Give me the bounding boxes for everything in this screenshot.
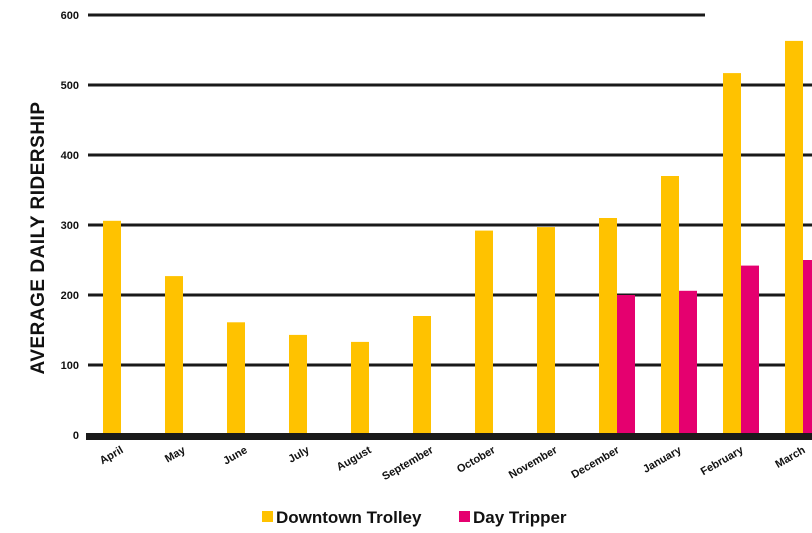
x-axis-labels: April May June July August September October No… xyxy=(98,444,808,483)
bar-day-tripper-february xyxy=(741,265,759,435)
x-tick-label-august: August xyxy=(335,444,374,474)
x-tick-label-december: December xyxy=(569,444,622,481)
bar-downtown-trolley-march xyxy=(785,40,803,436)
y-tick-label: 600 xyxy=(61,10,79,22)
bar-downtown-trolley-january xyxy=(661,176,679,435)
y-tick-label: 500 xyxy=(61,80,79,92)
bar-downtown-trolley-february xyxy=(723,73,741,435)
legend-label-day-tripper: Day Tripper xyxy=(473,508,567,527)
y-axis-label: AVERAGE DAILY RIDERSHIP xyxy=(28,102,49,375)
y-tick-label: 400 xyxy=(61,150,79,162)
x-tick-label-october: October xyxy=(455,444,498,476)
bar-downtown-trolley-october xyxy=(475,230,493,435)
y-tick-label: 300 xyxy=(61,220,79,232)
bar-day-tripper-march xyxy=(803,260,812,435)
bar-day-tripper-january xyxy=(679,290,697,435)
x-axis-line xyxy=(86,433,812,440)
x-tick-label-june: June xyxy=(221,444,249,467)
bar-downtown-trolley-may xyxy=(165,276,183,435)
x-tick-label-july: July xyxy=(286,444,312,466)
bar-downtown-trolley-july xyxy=(289,334,307,435)
bar-downtown-trolley-august xyxy=(351,341,369,435)
x-tick-label-september: September xyxy=(380,444,436,483)
y-tick-label: 100 xyxy=(61,360,79,372)
gridlines xyxy=(88,13,812,367)
bar-downtown-trolley-june xyxy=(227,322,245,435)
legend-swatch-day-tripper xyxy=(459,511,470,522)
y-axis-ticks: 0 100 200 300 400 500 600 xyxy=(61,10,79,442)
legend: Downtown Trolley Day Tripper xyxy=(262,508,567,527)
x-tick-label-january: January xyxy=(641,444,684,476)
bar-downtown-trolley-april xyxy=(103,220,121,435)
x-tick-label-may: May xyxy=(163,444,188,466)
x-tick-label-april: April xyxy=(98,444,126,467)
bar-downtown-trolley-december xyxy=(599,218,617,435)
legend-label-downtown-trolley: Downtown Trolley xyxy=(276,508,422,527)
bar-downtown-trolley-september xyxy=(413,316,431,435)
x-axis-baseline xyxy=(86,433,812,440)
x-tick-label-february: February xyxy=(699,444,747,478)
bars xyxy=(103,40,812,436)
x-tick-label-november: November xyxy=(507,444,560,482)
bar-downtown-trolley-november xyxy=(537,227,555,435)
bar-day-tripper-december xyxy=(617,295,635,435)
y-tick-label: 0 xyxy=(73,430,79,442)
x-tick-label-march: March xyxy=(773,444,807,471)
y-tick-label: 200 xyxy=(61,290,79,302)
legend-swatch-downtown-trolley xyxy=(262,511,273,522)
